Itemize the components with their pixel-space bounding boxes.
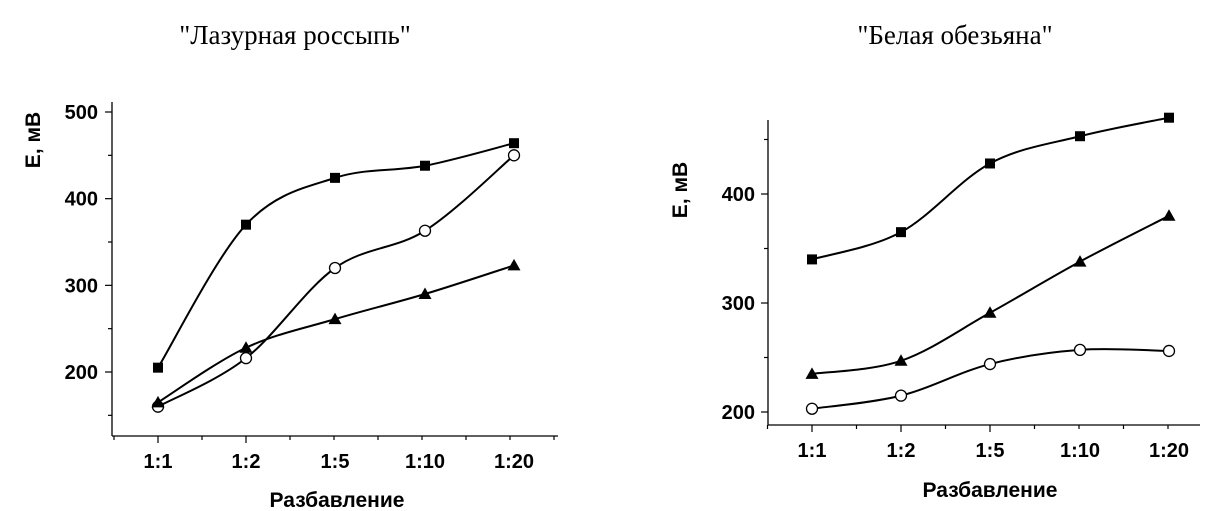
data-point-square [241, 219, 251, 230]
data-point-triangle [239, 341, 253, 353]
chart-title: "Лазурная россыпь" [179, 20, 411, 50]
x-tick-label: 1:10 [1060, 440, 1100, 462]
x-tick-label: 1:5 [976, 440, 1005, 462]
x-axis-label: Разбавление [270, 489, 405, 511]
x-tick-label: 1:5 [321, 451, 350, 473]
y-tick-label: 400 [65, 189, 98, 211]
data-point-square [1164, 112, 1174, 123]
data-point-square [509, 138, 519, 149]
chart-lazurnaya-rossyp: "Лазурная россыпь" Е, мВ Разбавление 200… [22, 20, 558, 511]
series-line [157, 264, 515, 404]
data-point-square [985, 158, 995, 169]
data-point-triangle [507, 258, 521, 271]
y-axis-label: Е, мВ [669, 162, 692, 218]
x-tick-label: 1:20 [1149, 440, 1189, 462]
chart-belaya-obezyana: "Белая обезьяна" Е, мВ Разбавление 200 30… [669, 20, 1200, 502]
data-point-triangle [151, 395, 165, 408]
y-tick-label: 400 [722, 184, 755, 206]
data-point-circle [418, 224, 432, 237]
data-point-triangle [328, 312, 342, 325]
data-point-square [807, 254, 817, 265]
series-line [157, 154, 515, 408]
y-tick-label: 200 [65, 362, 98, 384]
series-circle [805, 343, 1176, 415]
x-tick-label: 1:2 [887, 440, 916, 462]
x-tick-label: 1:10 [405, 451, 445, 473]
series-square [153, 138, 519, 373]
data-point-circle [894, 389, 908, 402]
x-tick-label: 1:2 [232, 451, 261, 473]
data-point-circle [239, 351, 253, 365]
series-square [807, 112, 1174, 265]
y-tick-label: 300 [722, 293, 755, 315]
data-point-square [420, 160, 430, 171]
series-circle [151, 149, 521, 413]
x-tick-label: 1:20 [494, 451, 534, 473]
data-point-triangle [805, 367, 819, 379]
data-point-triangle [894, 354, 908, 366]
series-triangle [151, 258, 521, 408]
y-tick-label: 300 [65, 275, 98, 297]
data-point-circle [1073, 343, 1087, 357]
data-point-circle [1162, 344, 1176, 358]
data-point-circle [507, 149, 521, 162]
y-tick-label: 500 [65, 102, 98, 124]
data-point-square [1075, 131, 1085, 142]
data-point-square [153, 362, 163, 373]
data-point-circle [983, 357, 997, 371]
series-line [811, 116, 1170, 261]
x-tick-label: 1:1 [798, 440, 827, 462]
x-tick-label: 1:1 [144, 451, 173, 473]
y-tick-label: 200 [722, 402, 755, 424]
data-point-circle [805, 402, 819, 415]
data-point-triangle [983, 306, 997, 318]
series-triangle [805, 209, 1176, 379]
data-point-triangle [1162, 209, 1176, 221]
y-axis-label: Е, мВ [22, 112, 45, 168]
data-point-square [330, 172, 340, 183]
series-line [157, 142, 515, 369]
data-point-square [896, 227, 906, 238]
chart-title: "Белая обезьяна" [857, 20, 1052, 50]
data-point-triangle [1073, 255, 1087, 267]
data-point-triangle [418, 287, 432, 299]
data-point-circle [328, 261, 342, 275]
x-axis-label: Разбавление [923, 479, 1058, 502]
